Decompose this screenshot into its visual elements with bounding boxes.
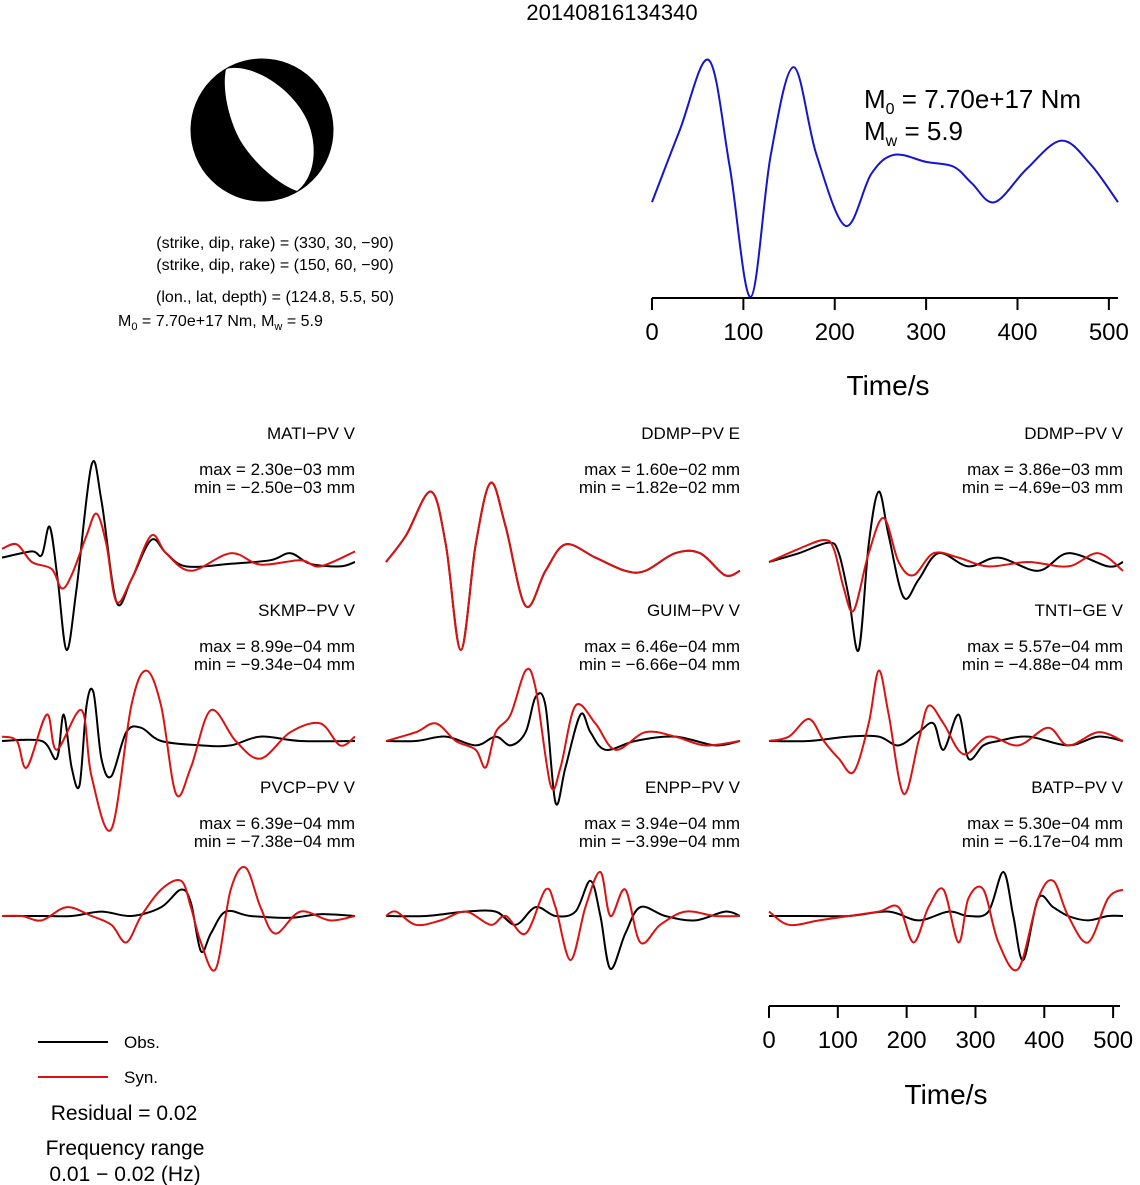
stf-magnitude-label: Mw = 5.9 bbox=[864, 116, 963, 150]
legend-obs-label: Obs. bbox=[124, 1033, 160, 1052]
obs-trace bbox=[1, 888, 356, 954]
max-amplitude: max = 6.46e−04 mm bbox=[584, 637, 740, 656]
info-strike-dip-rake-1: (strike, dip, rake) = (330, 30, −90) bbox=[156, 235, 393, 252]
min-amplitude: min = −4.69e−03 mm bbox=[962, 478, 1123, 497]
syn-trace bbox=[1, 866, 356, 972]
station-label: TNTI−GE V bbox=[1035, 601, 1124, 620]
stf-tick-label: 200 bbox=[815, 319, 855, 346]
max-amplitude: max = 5.30e−04 mm bbox=[967, 814, 1123, 833]
waveform-tick-label: 200 bbox=[887, 1027, 927, 1054]
station-label: ENPP−PV V bbox=[645, 778, 741, 797]
stf-x-axis: 0 100 200 300 400 500 bbox=[645, 297, 1129, 346]
max-amplitude: max = 8.99e−04 mm bbox=[199, 637, 355, 656]
waveform-tick-label: 500 bbox=[1093, 1027, 1133, 1054]
info-moment: M0 = 7.70e+17 Nm, Mw = 5.9 bbox=[118, 313, 323, 333]
stf-chart: 0 100 200 300 400 500 Time/s M0 = 7.70e+17 Nm… bbox=[645, 58, 1129, 401]
waveform-tick-label: 100 bbox=[818, 1027, 858, 1054]
syn-trace bbox=[385, 871, 741, 962]
station-label: GUIM−PV V bbox=[647, 601, 741, 620]
station-label: MATI−PV V bbox=[267, 424, 356, 443]
stf-tick-label: 500 bbox=[1089, 319, 1129, 346]
obs-trace bbox=[385, 879, 741, 970]
station-label: PVCP−PV V bbox=[260, 778, 356, 797]
station-label: BATP−PV V bbox=[1031, 778, 1123, 797]
waveform-tick-label: 300 bbox=[955, 1027, 995, 1054]
obs-trace bbox=[385, 692, 741, 806]
syn-trace bbox=[1, 669, 356, 832]
frequency-title: Frequency range bbox=[46, 1137, 205, 1160]
stf-tick-label: 100 bbox=[723, 319, 763, 346]
waveform-x-axis: 0 100 200 300 400 500 bbox=[762, 1005, 1133, 1054]
max-amplitude: max = 6.39e−04 mm bbox=[199, 814, 355, 833]
max-amplitude: max = 1.60e−02 mm bbox=[584, 460, 740, 479]
min-amplitude: min = −4.88e−04 mm bbox=[962, 655, 1123, 674]
syn-trace bbox=[768, 517, 1124, 613]
info-strike-dip-rake-2: (strike, dip, rake) = (150, 60, −90) bbox=[156, 257, 393, 274]
frequency-range: 0.01 − 0.02 (Hz) bbox=[49, 1163, 200, 1185]
min-amplitude: min = −6.17e−04 mm bbox=[962, 832, 1123, 851]
beachball-dilatation bbox=[224, 67, 314, 191]
max-amplitude: max = 3.86e−03 mm bbox=[967, 460, 1123, 479]
stf-moment-label: M0 = 7.70e+17 Nm bbox=[864, 84, 1081, 118]
obs-trace bbox=[1, 687, 356, 790]
min-amplitude: min = −9.34e−04 mm bbox=[194, 655, 355, 674]
max-amplitude: max = 2.30e−03 mm bbox=[199, 460, 355, 479]
station-label: DDMP−PV V bbox=[1024, 424, 1123, 443]
syn-trace bbox=[768, 669, 1124, 795]
waveform-tick-label: 400 bbox=[1024, 1027, 1064, 1054]
info-location: (lon., lat, depth) = (124.8, 5.5, 50) bbox=[156, 289, 394, 306]
waveform-tick-label: 0 bbox=[762, 1027, 775, 1054]
stf-tick-label: 400 bbox=[997, 319, 1037, 346]
stf-tick-label: 0 bbox=[645, 319, 658, 346]
syn-trace bbox=[385, 667, 741, 791]
max-amplitude: max = 5.57e−04 mm bbox=[967, 637, 1123, 656]
waveform-xlabel: Time/s bbox=[905, 1079, 988, 1110]
min-amplitude: min = −2.50e−03 mm bbox=[194, 478, 355, 497]
syn-trace bbox=[768, 879, 1124, 972]
beachball-outline bbox=[190, 58, 334, 202]
source-info: (strike, dip, rake) = (330, 30, −90) (st… bbox=[118, 235, 394, 333]
beachball bbox=[190, 58, 334, 202]
syn-trace bbox=[1, 512, 356, 604]
legend-syn-label: Syn. bbox=[124, 1068, 158, 1087]
station-label: SKMP−PV V bbox=[258, 601, 356, 620]
legend: Obs. Syn. Residual = 0.02 Frequency rang… bbox=[38, 1033, 204, 1185]
obs-trace bbox=[768, 490, 1124, 653]
min-amplitude: min = −7.38e−04 mm bbox=[194, 832, 355, 851]
min-amplitude: min = −3.99e−04 mm bbox=[579, 832, 740, 851]
residual-label: Residual = 0.02 bbox=[51, 1102, 198, 1125]
station-label: DDMP−PV E bbox=[641, 424, 740, 443]
min-amplitude: min = −1.82e−02 mm bbox=[579, 478, 740, 497]
obs-trace bbox=[768, 870, 1124, 962]
stf-series-line bbox=[651, 58, 1119, 299]
stf-tick-label: 300 bbox=[906, 319, 946, 346]
min-amplitude: min = −6.66e−04 mm bbox=[579, 655, 740, 674]
max-amplitude: max = 3.94e−04 mm bbox=[584, 814, 740, 833]
stf-xlabel: Time/s bbox=[847, 370, 930, 401]
figure-title: 20140816134340 bbox=[526, 0, 697, 25]
syn-trace bbox=[385, 481, 741, 652]
